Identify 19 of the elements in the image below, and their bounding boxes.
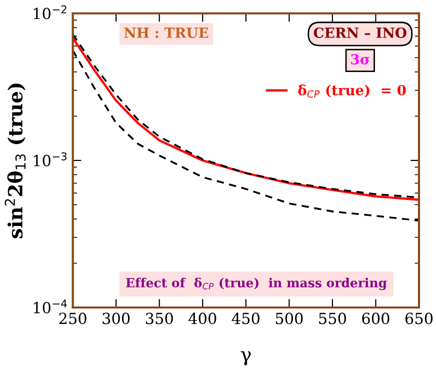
y-tick-label: 10$^{−4}$ xyxy=(34,300,67,314)
x-tick-label: 550 xyxy=(319,312,346,324)
x-axis-title: γ xyxy=(240,351,251,366)
annotation: CERN – INO xyxy=(314,27,406,38)
x-tick-label: 500 xyxy=(276,312,303,324)
x-tick-label: 250 xyxy=(59,312,86,324)
y-tick-label: 10$^{−2}$ xyxy=(34,5,66,20)
legend-label: δ$_{CP}$ (true) = 0 xyxy=(298,84,406,98)
x-tick-label: 400 xyxy=(188,312,216,324)
x-tick-label: 350 xyxy=(146,312,173,324)
x-tick-label: 600 xyxy=(362,312,390,324)
x-tick-label: 450 xyxy=(232,312,260,324)
y-axis-title: sin$^{2}$2θ$_{13}$ (true) xyxy=(4,84,26,238)
y-tick-label: 10$^{−3}$ xyxy=(34,152,67,166)
x-tick-label: 650 xyxy=(405,312,433,324)
annotation: Effect of δ$_{CP}$ (true) in mass ordering xyxy=(126,278,387,290)
x-tick-label: 300 xyxy=(102,312,130,324)
annotation: 3σ xyxy=(351,54,370,64)
annotation: NH : TRUE xyxy=(124,28,208,38)
